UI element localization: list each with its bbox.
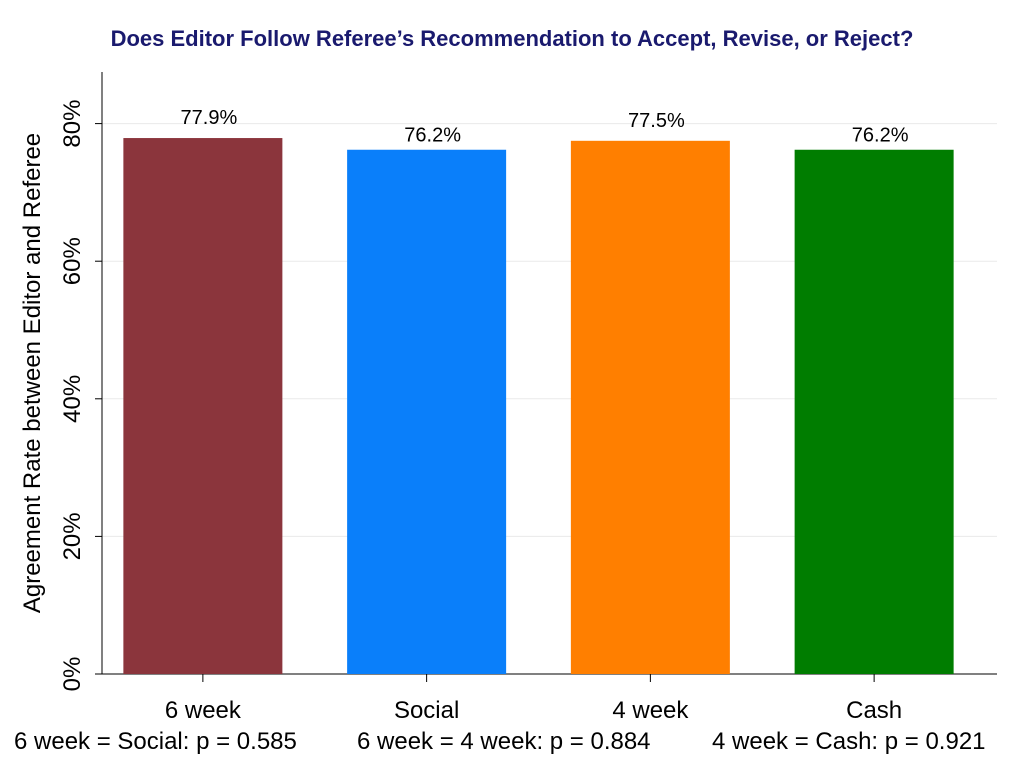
x-tick-label: 4 week bbox=[612, 697, 689, 724]
y-tick-label: 60% bbox=[59, 237, 86, 285]
bar bbox=[794, 149, 954, 674]
x-tick-label: Social bbox=[394, 697, 459, 724]
p-value-annotation-1: 6 week = Social: p = 0.585 bbox=[14, 728, 297, 755]
y-tick-label: 40% bbox=[59, 375, 86, 423]
bar-value-label: 76.2% bbox=[404, 125, 461, 147]
bar bbox=[123, 138, 283, 675]
x-tick-label: 6 week bbox=[165, 697, 242, 724]
bar bbox=[347, 149, 507, 674]
bar-value-label: 76.2% bbox=[852, 125, 909, 147]
p-value-annotation-3: 4 week = Cash: p = 0.921 bbox=[712, 728, 986, 755]
chart-title: Does Editor Follow Referee’s Recommendat… bbox=[110, 26, 914, 51]
y-tick-label: 0% bbox=[59, 657, 86, 692]
p-value-annotation-2: 6 week = 4 week: p = 0.884 bbox=[357, 728, 651, 755]
x-tick-label: Cash bbox=[846, 697, 902, 724]
bar bbox=[570, 140, 730, 675]
y-tick-label: 80% bbox=[59, 100, 86, 148]
bar-value-label: 77.9% bbox=[181, 107, 238, 129]
y-tick-label: 20% bbox=[59, 512, 86, 560]
bar-value-label: 77.5% bbox=[628, 110, 685, 132]
